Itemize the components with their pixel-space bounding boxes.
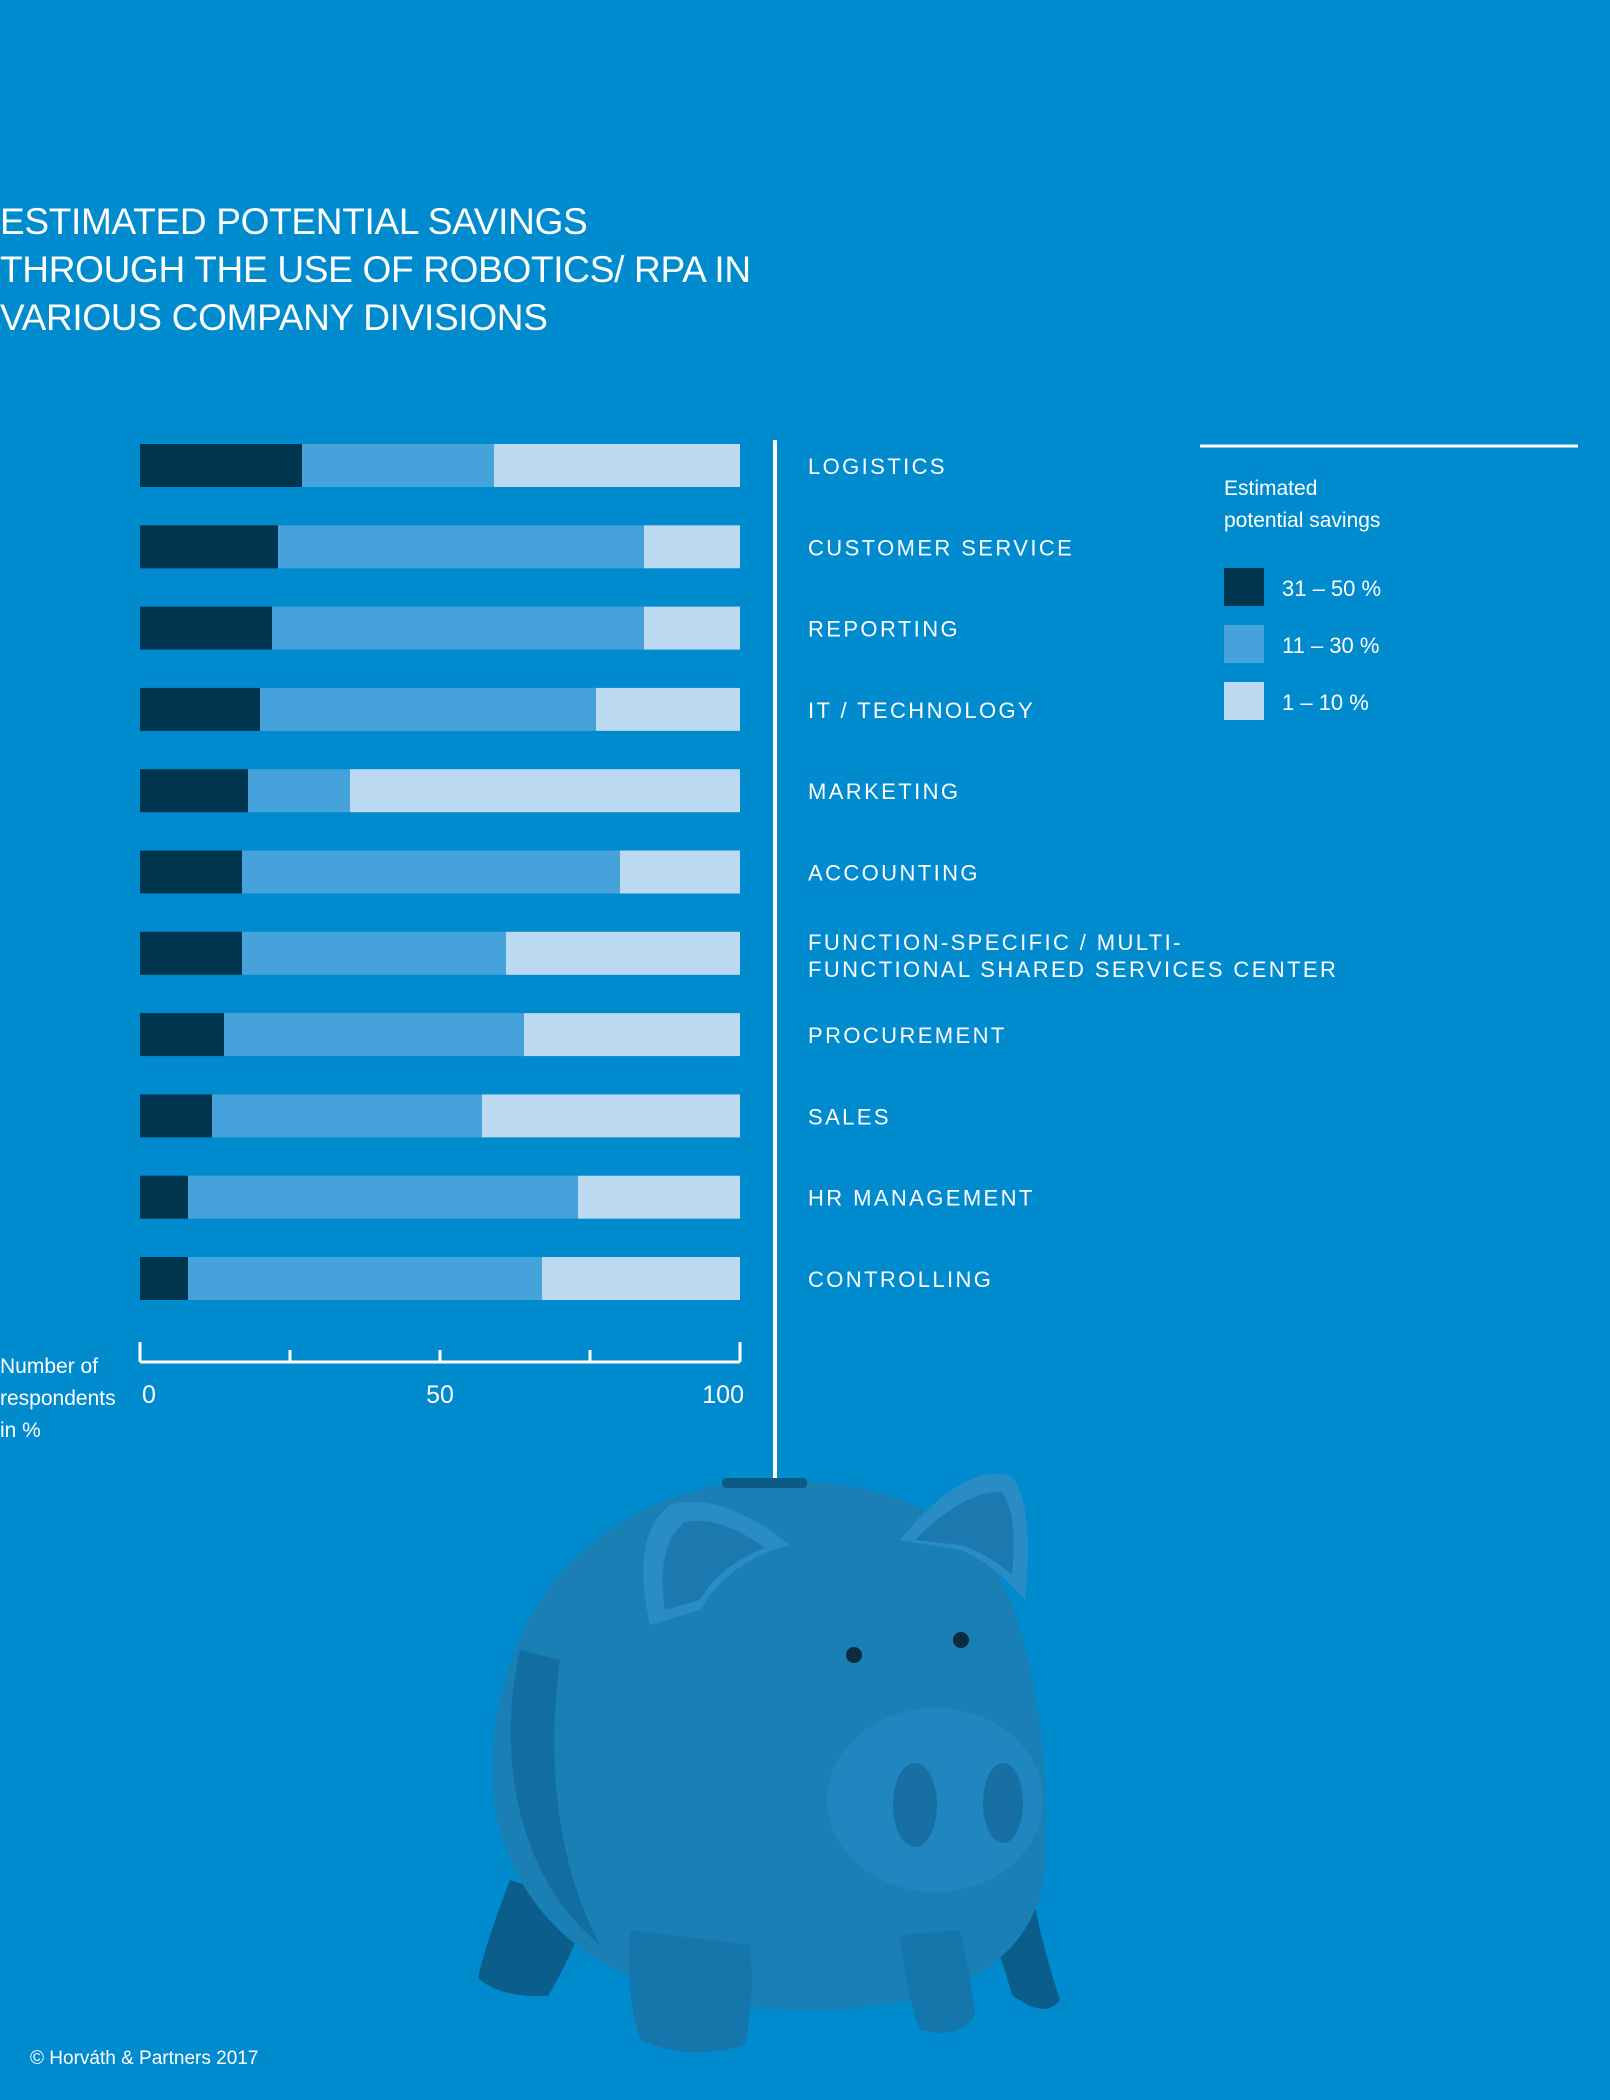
legend-swatch: [1224, 625, 1264, 663]
bar-segment-9-series-2: [212, 1094, 482, 1138]
category-label-line: MARKETING: [808, 779, 960, 804]
bar-segment-9-series-1: [140, 1094, 212, 1138]
category-label-line: FUNCTION-SPECIFIC / MULTI-: [808, 930, 1183, 955]
category-label: IT / TECHNOLOGY: [808, 698, 1035, 723]
chart-title-line-1: ESTIMATED POTENTIAL SAVINGS: [0, 201, 588, 242]
category-label: SALES: [808, 1104, 891, 1129]
legend-entry-label: 1 – 10 %: [1282, 690, 1369, 715]
legend: Estimated potential savings 31 – 50 % 11 – …: [1200, 444, 1578, 720]
x-tick-label: 50: [426, 1381, 454, 1409]
bar-segment-11-series-3: [542, 1257, 740, 1300]
bar-segment-4-series-1: [140, 687, 260, 731]
piggy-eye-left: [846, 1647, 862, 1663]
category-label: PROCUREMENT: [808, 1023, 1007, 1048]
piggy-nostril-left: [893, 1763, 937, 1847]
bar-segment-2-series-3: [644, 525, 740, 569]
bar-segment-4-series-3: [596, 687, 740, 731]
bar-segment-5-series-3: [350, 769, 740, 813]
piggy-front-leg-right: [900, 1930, 975, 2033]
category-label-line: SALES: [808, 1104, 891, 1129]
bar-segment-11-series-2: [188, 1257, 542, 1300]
piggy-coin-slot: [722, 1478, 807, 1488]
bars-group: [140, 444, 740, 1300]
category-label: ACCOUNTING: [808, 861, 980, 886]
piggy-body-shade: [510, 1650, 600, 1945]
category-label-line: PROCUREMENT: [808, 1023, 1007, 1048]
bar-segment-3-series-2: [272, 606, 644, 650]
piggy-bank-illustration: [478, 440, 1060, 2053]
category-label-line: REPORTING: [808, 617, 960, 642]
bar-segment-4-series-2: [260, 687, 596, 731]
category-label-line: ACCOUNTING: [808, 861, 980, 886]
piggy-ear-right-inner: [915, 1491, 1014, 1575]
bar-segment-10-series-2: [188, 1175, 578, 1219]
category-label: LOGISTICS: [808, 454, 947, 479]
copyright-credit: © Horváth & Partners 2017: [30, 2048, 259, 2069]
category-labels: LOGISTICS CUSTOMER SERVICE REPORTING IT / T…: [808, 454, 1338, 1292]
category-label-line: FUNCTIONAL SHARED SERVICES CENTER: [808, 957, 1338, 982]
x-axis: 0 50 100 Number of respondents in %: [0, 1342, 744, 1442]
bar-segment-11-series-1: [140, 1257, 188, 1300]
bar-segment-3-series-3: [644, 606, 740, 650]
x-axis-label-line: Number of: [0, 1355, 98, 1378]
bar-segment-1-series-1: [140, 444, 302, 487]
bar-segment-7-series-1: [140, 931, 242, 975]
legend-title-line: Estimated: [1224, 477, 1317, 500]
category-label-line: HR MANAGEMENT: [808, 1186, 1035, 1211]
x-tick-label: 0: [142, 1381, 156, 1409]
bar-segment-7-series-3: [506, 931, 740, 975]
x-axis-label: Number of respondents in %: [0, 1355, 116, 1442]
category-label-line: LOGISTICS: [808, 454, 947, 479]
bar-segment-8-series-1: [140, 1013, 224, 1057]
bar-segment-6-series-3: [620, 850, 740, 894]
category-label: MARKETING: [808, 779, 960, 804]
x-axis-label-line: respondents: [0, 1387, 116, 1410]
category-label: CONTROLLING: [808, 1267, 993, 1292]
category-label: FUNCTION-SPECIFIC / MULTI-FUNCTIONAL SHA…: [808, 930, 1338, 982]
x-tick-label: 100: [702, 1381, 744, 1409]
x-axis-label-line: in %: [0, 1419, 41, 1442]
legend-entry-label: 31 – 50 %: [1282, 576, 1381, 601]
chart-title-line-3: VARIOUS COMPANY DIVISIONS: [0, 297, 548, 338]
bar-segment-5-series-2: [248, 769, 350, 813]
legend-swatch: [1224, 568, 1264, 606]
legend-swatch: [1224, 682, 1264, 720]
bar-segment-7-series-2: [242, 931, 506, 975]
legend-entry-label: 11 – 30 %: [1282, 633, 1379, 658]
category-label: REPORTING: [808, 617, 960, 642]
bar-segment-2-series-1: [140, 525, 278, 569]
category-label-line: IT / TECHNOLOGY: [808, 698, 1035, 723]
bar-segment-2-series-2: [278, 525, 644, 569]
chart-title-line-2: THROUGH THE USE OF ROBOTICS/ RPA IN: [0, 249, 751, 290]
chart-title: ESTIMATED POTENTIAL SAVINGS THROUGH THE …: [0, 198, 760, 342]
bar-segment-6-series-1: [140, 850, 242, 894]
legend-title-line: potential savings: [1224, 509, 1380, 532]
legend-title: Estimated potential savings: [1224, 477, 1380, 532]
bar-segment-9-series-3: [482, 1094, 740, 1138]
piggy-front-leg-left: [628, 1930, 752, 2053]
bar-segment-5-series-1: [140, 769, 248, 813]
bar-segment-8-series-3: [524, 1013, 740, 1057]
bar-segment-10-series-3: [578, 1175, 740, 1219]
bar-segment-1-series-2: [302, 444, 494, 487]
piggy-ear-left-inner: [662, 1520, 765, 1610]
category-label: CUSTOMER SERVICE: [808, 535, 1074, 560]
category-label: HR MANAGEMENT: [808, 1186, 1035, 1211]
bar-segment-3-series-1: [140, 606, 272, 650]
piggy-eye-right: [953, 1632, 969, 1648]
bar-segment-6-series-2: [242, 850, 620, 894]
category-label-line: CONTROLLING: [808, 1267, 993, 1292]
bar-segment-8-series-2: [224, 1013, 524, 1057]
bar-segment-10-series-1: [140, 1175, 188, 1219]
category-label-line: CUSTOMER SERVICE: [808, 535, 1074, 560]
piggy-nostril-right: [983, 1763, 1023, 1843]
bar-segment-1-series-3: [494, 444, 740, 487]
